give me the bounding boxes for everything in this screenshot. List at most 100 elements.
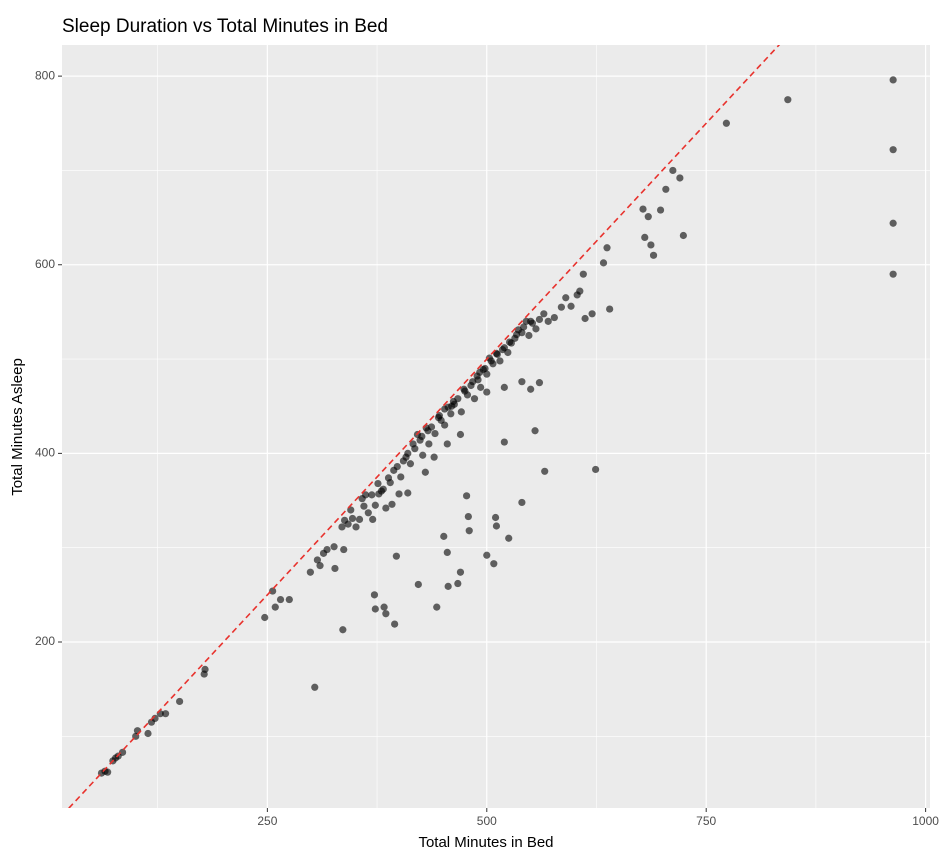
point <box>532 325 540 333</box>
point <box>370 591 379 599</box>
point <box>576 287 584 295</box>
point <box>323 545 331 554</box>
point <box>462 492 471 500</box>
point <box>397 473 405 481</box>
point <box>504 348 512 357</box>
point <box>443 548 451 557</box>
point <box>464 512 472 521</box>
point <box>348 514 357 523</box>
point <box>457 408 465 416</box>
point <box>404 489 412 497</box>
point <box>492 522 501 530</box>
point <box>371 605 379 613</box>
point <box>331 564 339 573</box>
point <box>531 427 539 435</box>
point <box>476 368 484 376</box>
point <box>644 213 652 221</box>
point <box>460 385 468 393</box>
point <box>313 556 321 564</box>
point <box>639 205 647 213</box>
y-tick-label: 400 <box>35 446 55 460</box>
point <box>355 515 364 523</box>
point <box>395 490 403 498</box>
point <box>425 440 433 448</box>
point <box>409 440 417 448</box>
point <box>540 310 548 318</box>
point <box>384 474 393 482</box>
panel <box>62 45 930 808</box>
point <box>392 552 400 560</box>
point <box>513 330 521 339</box>
point <box>470 395 479 403</box>
point <box>592 465 600 474</box>
point <box>550 313 558 322</box>
point <box>447 410 455 418</box>
point <box>784 96 792 104</box>
point <box>889 219 897 227</box>
y-axis-title: Total Minutes Asleep <box>9 358 26 496</box>
point <box>456 568 465 576</box>
point <box>525 331 533 340</box>
point <box>676 174 684 182</box>
point <box>518 498 526 507</box>
point <box>362 491 370 499</box>
point <box>647 241 655 249</box>
point <box>271 603 279 611</box>
point <box>579 270 587 278</box>
point <box>330 543 338 551</box>
y-tick-label: 800 <box>35 68 55 82</box>
grid <box>62 45 930 808</box>
point <box>306 568 314 576</box>
point <box>338 523 346 531</box>
point <box>527 385 535 393</box>
point <box>433 603 441 611</box>
point <box>541 467 549 475</box>
point <box>889 146 897 154</box>
point <box>369 515 377 523</box>
point <box>606 305 614 313</box>
point <box>491 513 500 522</box>
point <box>463 391 472 399</box>
point <box>493 350 501 358</box>
point <box>641 233 649 242</box>
point <box>477 383 485 391</box>
point <box>562 294 570 302</box>
point <box>269 587 277 595</box>
point <box>496 357 504 365</box>
point <box>557 303 565 311</box>
x-tick-label: 500 <box>477 814 497 828</box>
point <box>520 323 528 331</box>
point <box>483 370 491 378</box>
point <box>380 603 388 611</box>
point <box>406 460 415 468</box>
point <box>441 405 449 413</box>
point <box>176 697 184 706</box>
point <box>201 665 209 673</box>
point <box>424 427 432 435</box>
point <box>340 545 348 554</box>
point <box>431 429 439 438</box>
point <box>567 302 575 310</box>
point <box>144 729 152 738</box>
point <box>535 315 544 324</box>
point <box>649 251 658 259</box>
point <box>419 451 427 459</box>
point <box>344 520 352 528</box>
point <box>364 509 372 517</box>
point <box>435 412 443 420</box>
y-tick-label: 200 <box>35 634 55 648</box>
point <box>500 383 508 391</box>
point <box>889 270 897 278</box>
point <box>656 206 665 214</box>
x-tick-label: 1000 <box>912 814 939 828</box>
x-tick-label: 750 <box>696 814 716 828</box>
point <box>161 710 170 718</box>
point <box>261 613 269 622</box>
point <box>339 626 347 634</box>
point <box>352 523 360 531</box>
plot-area <box>67 45 897 808</box>
point <box>588 310 596 318</box>
point <box>722 119 730 127</box>
point <box>527 317 535 325</box>
